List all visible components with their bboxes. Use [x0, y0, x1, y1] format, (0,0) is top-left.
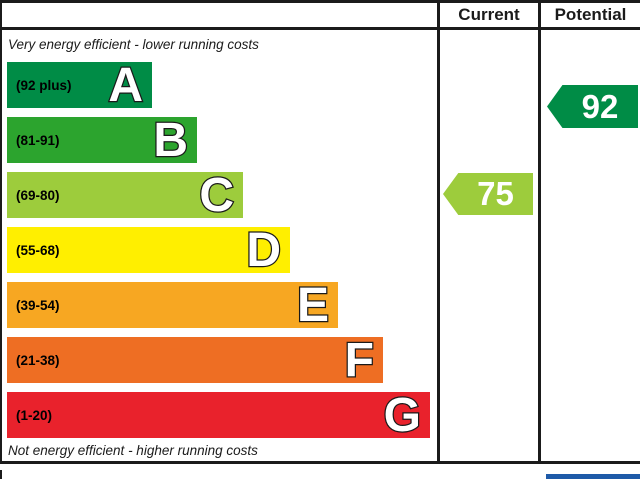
- table-left-border: [0, 0, 2, 464]
- potential-column-header: Potential: [554, 5, 627, 24]
- current-column-header: Current: [458, 5, 520, 24]
- band-letter: E: [296, 279, 331, 332]
- band-letter: D: [245, 224, 282, 277]
- band-letter: C: [198, 169, 235, 222]
- band-e: (39-54) E: [7, 279, 338, 332]
- band-range-label: (81-91): [16, 132, 60, 148]
- band-letter: F: [343, 334, 375, 387]
- band-range-label: (21-38): [16, 352, 60, 368]
- potential-rating-value: 92: [581, 87, 619, 125]
- table-top-border: [0, 0, 640, 3]
- potential-rating-arrow: 92: [547, 85, 638, 128]
- band-a: (92 plus) A: [7, 59, 152, 112]
- band-range-label: (92 plus): [16, 77, 72, 93]
- potential-column-divider: [538, 0, 541, 464]
- band-range-label: (69-80): [16, 187, 60, 203]
- current-rating-arrow: 75: [443, 173, 533, 215]
- band-letter: B: [152, 114, 189, 167]
- header-bottom-border: [0, 27, 640, 30]
- current-column-divider: [437, 0, 440, 464]
- band-range-label: (55-68): [16, 242, 60, 258]
- next-section-left-border: [0, 470, 2, 479]
- band-letter: A: [107, 59, 144, 112]
- bottom-caption: Not energy efficient - higher running co…: [8, 443, 258, 458]
- band-d: (55-68) D: [7, 224, 290, 277]
- eu-directive-box-partial: [546, 474, 640, 479]
- band-c: (69-80) C: [7, 169, 243, 222]
- band-b: (81-91) B: [7, 114, 197, 167]
- top-caption: Very energy efficient - lower running co…: [8, 37, 259, 52]
- band-range-label: (1-20): [16, 407, 53, 423]
- band-range-label: (39-54): [16, 297, 60, 313]
- current-rating-value: 75: [477, 175, 514, 212]
- band-letter: G: [382, 389, 422, 442]
- band-g: (1-20) G: [7, 389, 430, 442]
- table-bottom-border: [0, 461, 640, 464]
- band-f: (21-38) F: [7, 334, 383, 387]
